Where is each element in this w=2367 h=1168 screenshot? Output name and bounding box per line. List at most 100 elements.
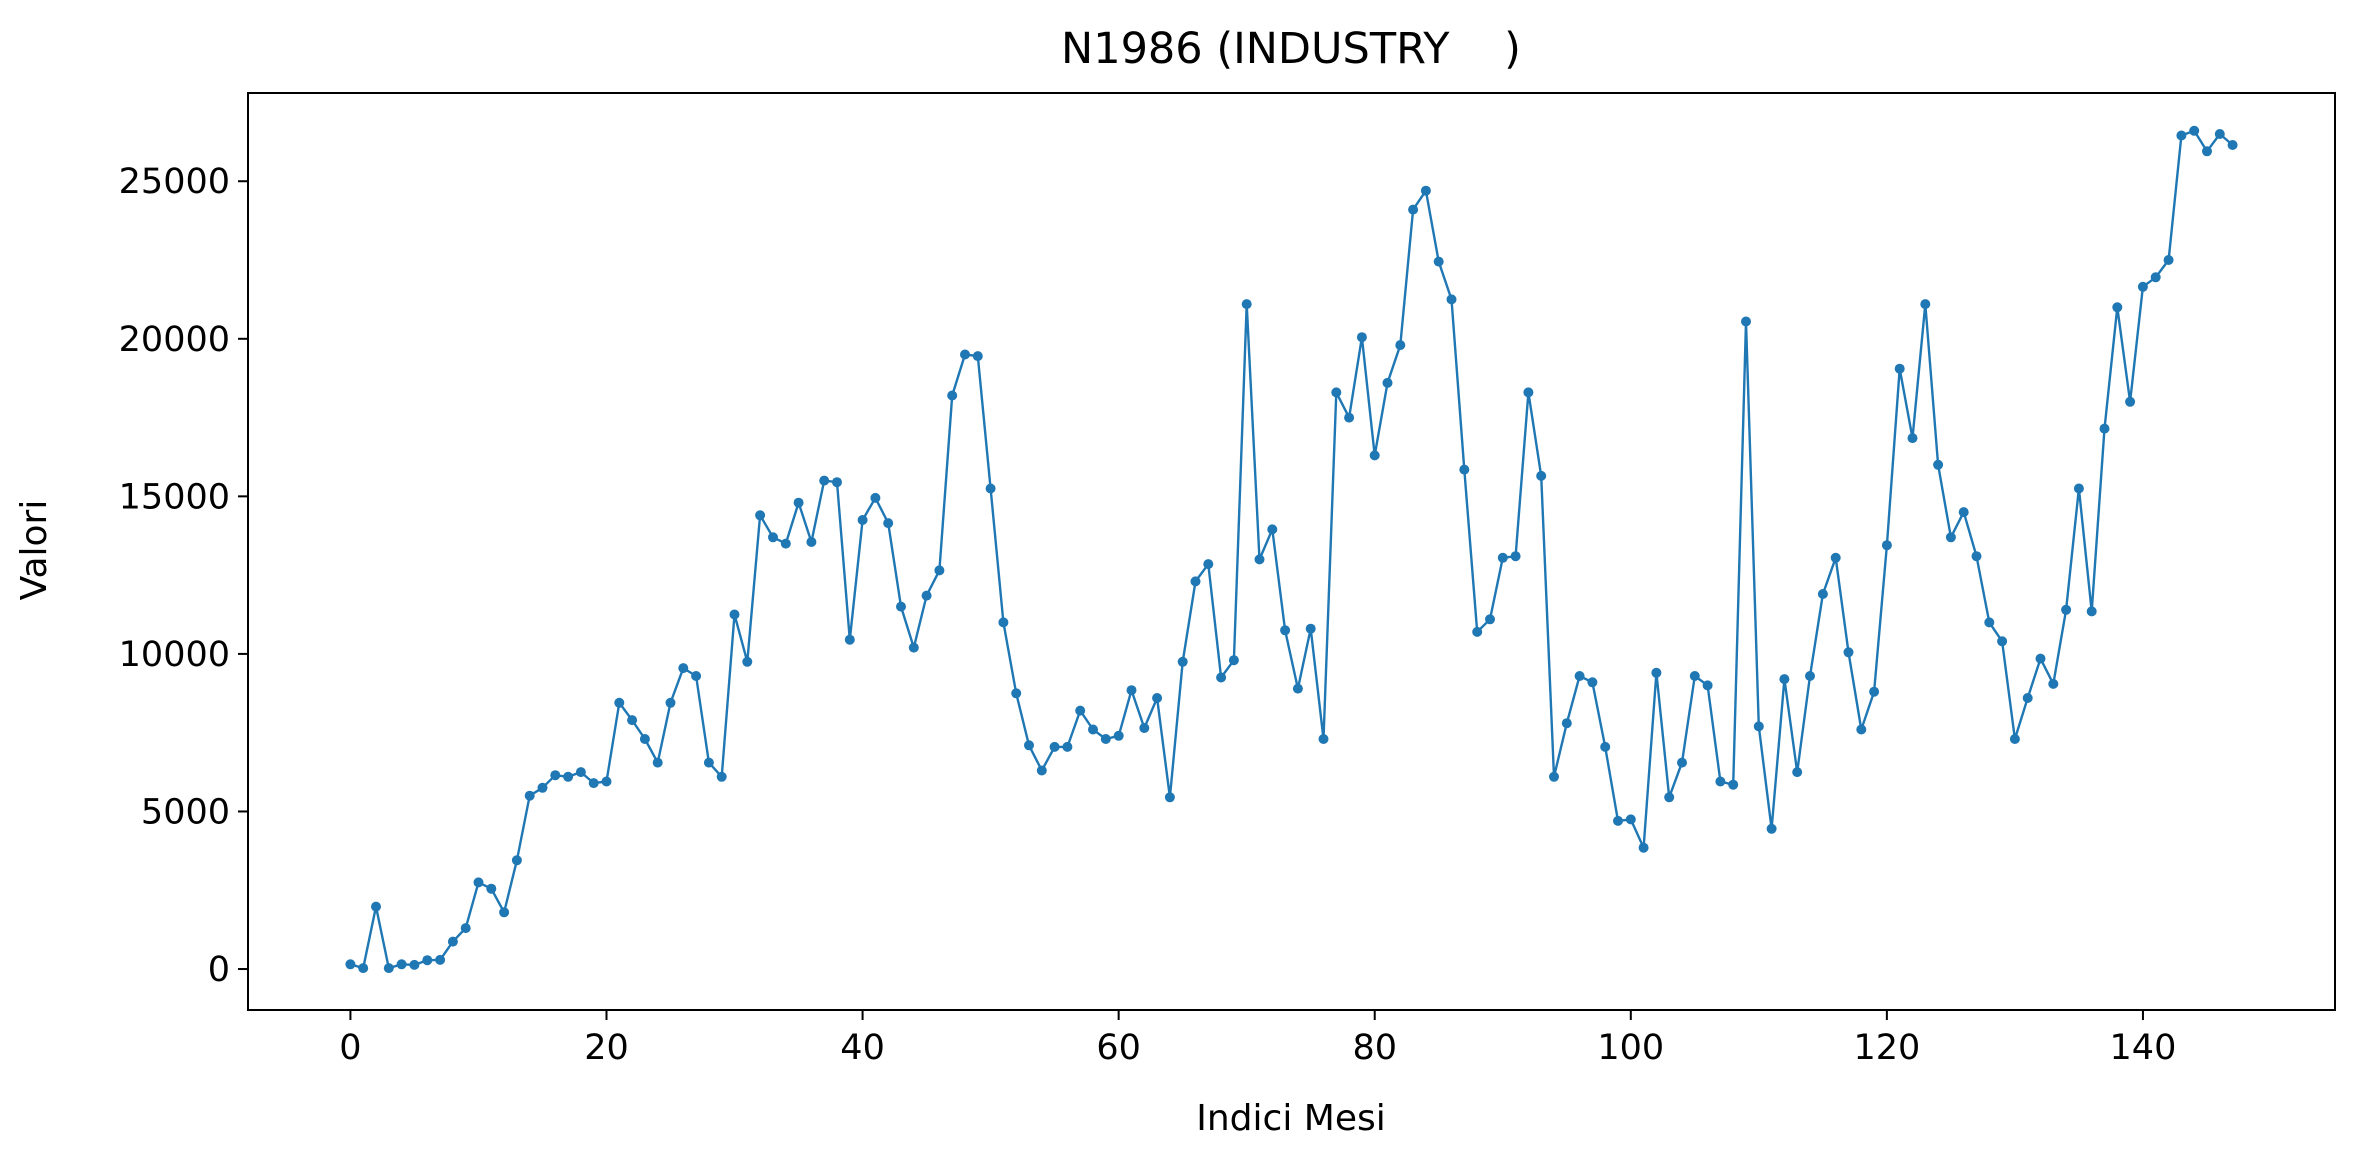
data-point	[1497, 552, 1508, 563]
data-point	[1420, 185, 1431, 196]
data-point	[1113, 730, 1124, 741]
y-axis-label: Valori	[14, 500, 55, 601]
data-point	[908, 642, 919, 653]
data-point	[1741, 316, 1751, 327]
data-point	[2176, 130, 2187, 141]
data-point	[486, 883, 497, 894]
data-point	[1869, 686, 1880, 697]
data-point	[806, 537, 817, 547]
data-point	[883, 518, 894, 529]
data-point	[985, 483, 996, 494]
data-point	[358, 963, 369, 974]
data-point	[1664, 792, 1675, 803]
x-tick-label: 40	[840, 1028, 885, 1068]
data-point	[1843, 647, 1854, 658]
data-point	[601, 776, 612, 787]
data-point	[1011, 688, 1022, 699]
data-point	[1728, 779, 1739, 790]
x-tick-label: 120	[1853, 1028, 1920, 1068]
data-point	[652, 757, 663, 768]
data-point	[1984, 617, 1995, 628]
data-point	[2112, 302, 2123, 313]
data-point	[1100, 734, 1111, 744]
data-point	[1369, 450, 1380, 461]
data-point	[1036, 765, 1047, 776]
data-point	[1523, 387, 1534, 398]
data-point	[345, 959, 356, 970]
data-point	[1049, 741, 1060, 752]
data-point	[2137, 281, 2148, 292]
data-point	[2125, 396, 2136, 407]
data-point	[1792, 767, 1803, 778]
data-point	[921, 590, 932, 601]
data-point	[1677, 757, 1687, 768]
y-tick-label: 15000	[119, 477, 230, 517]
data-point	[2189, 125, 2200, 136]
data-point	[2086, 606, 2097, 617]
data-point	[857, 515, 868, 525]
data-point	[1715, 776, 1726, 787]
data-point	[832, 477, 842, 488]
data-point	[1408, 204, 1419, 215]
data-point	[422, 955, 433, 966]
data-point	[793, 497, 804, 508]
data-point	[627, 715, 638, 726]
data-point	[1587, 677, 1598, 688]
data-point	[499, 907, 510, 918]
x-tick-label: 100	[1597, 1028, 1664, 1068]
data-point	[2150, 272, 2161, 283]
data-point	[1152, 693, 1163, 703]
data-point	[960, 349, 970, 360]
data-point	[998, 617, 1009, 628]
x-tick-label: 20	[584, 1028, 629, 1068]
data-point	[2163, 255, 2174, 265]
data-point	[1945, 532, 1956, 543]
data-point	[1817, 589, 1828, 599]
data-point	[1830, 552, 1841, 563]
data-point	[1062, 741, 1073, 752]
data-point	[2035, 653, 2046, 664]
data-point	[1894, 363, 1905, 374]
data-point	[1472, 626, 1483, 637]
data-point	[409, 959, 420, 970]
data-point	[896, 601, 906, 612]
data-point	[1510, 551, 1521, 562]
series-line	[349, 129, 2234, 970]
data-point	[435, 954, 446, 965]
data-point	[2009, 734, 2020, 744]
y-tick-label: 0	[208, 950, 230, 990]
x-tick-label: 140	[2110, 1028, 2177, 1068]
data-point	[934, 565, 945, 576]
data-point	[383, 963, 394, 974]
data-point	[1318, 734, 1329, 744]
data-point	[447, 936, 458, 947]
data-point	[1753, 721, 1764, 732]
data-point	[2061, 604, 2072, 615]
data-point	[755, 510, 766, 521]
data-point	[1088, 724, 1098, 735]
data-point	[729, 609, 740, 620]
data-point	[716, 771, 727, 782]
data-point	[844, 634, 855, 645]
data-point	[1971, 551, 1982, 562]
data-point	[1280, 625, 1291, 636]
data-point	[2073, 483, 2084, 494]
data-point	[2227, 140, 2238, 150]
x-tick-label: 60	[1096, 1028, 1141, 1068]
data-point	[947, 390, 958, 401]
data-point	[1958, 507, 1969, 518]
data-point	[1331, 387, 1342, 398]
data-point	[1177, 656, 1188, 667]
data-point	[768, 532, 778, 543]
data-point	[1613, 815, 1623, 826]
data-point	[1574, 671, 1585, 681]
data-point	[1241, 299, 1252, 310]
data-point	[1600, 741, 1611, 752]
x-tick-label: 0	[339, 1028, 361, 1068]
data-point	[614, 697, 625, 708]
plot-area-frame	[247, 92, 2336, 1011]
data-point	[1779, 674, 1790, 685]
data-point	[691, 671, 702, 681]
data-point	[1805, 671, 1815, 681]
